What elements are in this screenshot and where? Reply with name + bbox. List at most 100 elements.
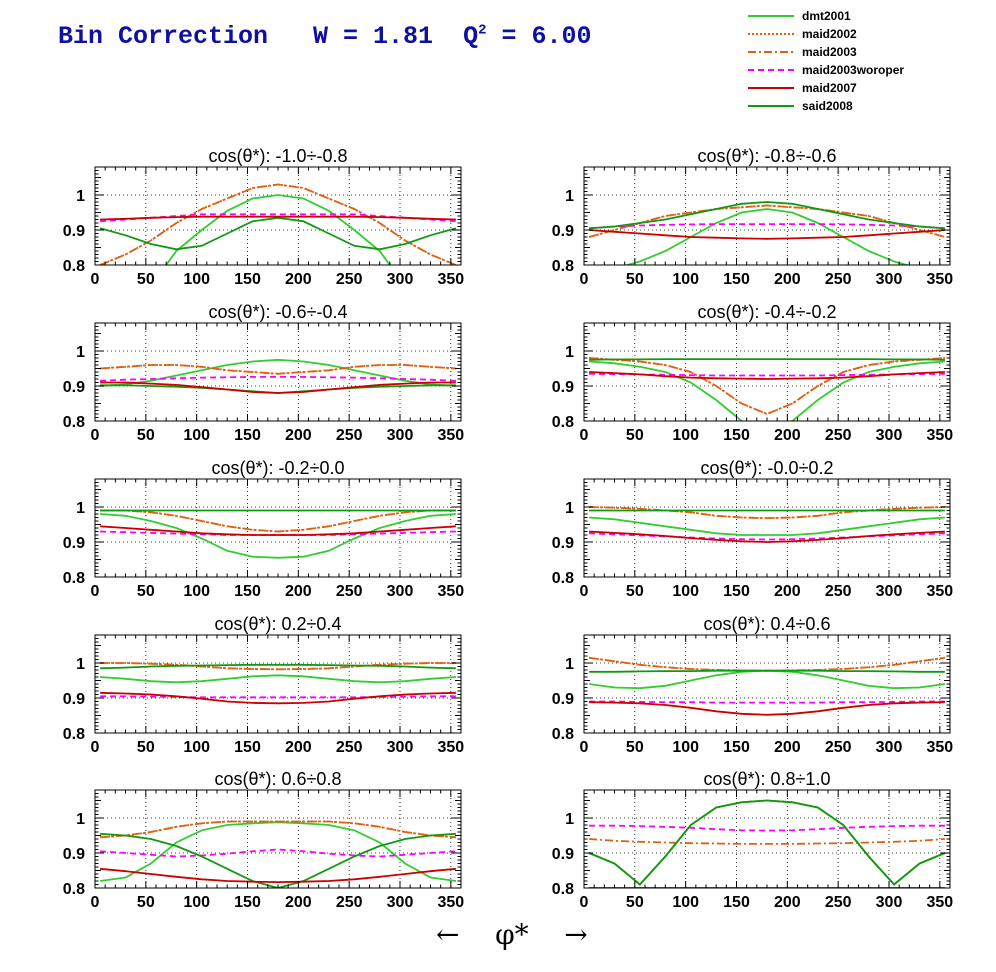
x-tick-label: 100 xyxy=(183,739,210,756)
x-tick-label: 200 xyxy=(774,583,801,600)
x-tick-label: 0 xyxy=(91,739,100,756)
x-tick-label: 150 xyxy=(723,583,750,600)
title-suffix: = 6.00 xyxy=(486,22,592,51)
series-line-maid2003 xyxy=(589,838,945,845)
legend-swatch-maid2003 xyxy=(748,51,794,53)
legend-swatch-said2008 xyxy=(748,105,794,107)
x-tick-label: 50 xyxy=(137,894,155,911)
series-line-maid2003woroper xyxy=(589,700,945,704)
x-tick-label: 250 xyxy=(825,427,852,444)
series-line-maid2003 xyxy=(100,509,456,533)
x-tick-label: 0 xyxy=(91,894,100,911)
x-tick-label: 200 xyxy=(285,271,312,288)
series-line-maid2002 xyxy=(99,183,457,265)
series-line-maid2007 xyxy=(100,381,456,394)
x-tick-label: 50 xyxy=(626,427,644,444)
series-line-maid2003 xyxy=(589,506,945,520)
legend-label: maid2007 xyxy=(802,81,857,95)
y-tick-label: 0.8 xyxy=(63,726,85,743)
panel-title: cos(θ*): -1.0÷-0.8 xyxy=(209,146,348,166)
y-tick-label: 1 xyxy=(76,656,85,673)
y-tick-label: 0.8 xyxy=(63,881,85,898)
x-tick-label: 0 xyxy=(91,583,100,600)
panel-title: cos(θ*): -0.6÷-0.4 xyxy=(209,302,348,322)
y-tick-label: 0.9 xyxy=(63,223,85,240)
y-tick-label: 1 xyxy=(76,500,85,517)
panel-title: cos(θ*): -0.0÷0.2 xyxy=(701,458,834,478)
panel-title: cos(θ*): 0.4÷0.6 xyxy=(704,614,831,634)
y-tick-label: 0.9 xyxy=(552,379,574,396)
series-line-maid2002 xyxy=(100,662,456,671)
series-line-said2008 xyxy=(99,216,457,251)
x-tick-label: 350 xyxy=(437,894,464,911)
title-superscript: 2 xyxy=(478,22,487,39)
x-tick-label: 350 xyxy=(926,583,953,600)
x-tick-label: 0 xyxy=(91,271,100,288)
panel-title: cos(θ*): -0.8÷-0.6 xyxy=(698,146,837,166)
series-line-dmt2001 xyxy=(100,674,456,684)
series-line-maid2003woroper xyxy=(100,695,456,699)
legend-entry-said2008: said2008 xyxy=(744,98,944,116)
panel-2: cos(θ*): -0.8÷-0.6 0 50 100 150 200 250 300 350 0… xyxy=(552,146,954,288)
y-tick-label: 0.9 xyxy=(63,379,85,396)
panel-title: cos(θ*): -0.4÷-0.2 xyxy=(698,302,837,322)
y-tick-label: 1 xyxy=(565,344,574,361)
x-tick-label: 250 xyxy=(825,894,852,911)
x-tick-label: 300 xyxy=(387,583,414,600)
x-tick-label: 350 xyxy=(926,739,953,756)
panel-title: cos(θ*): 0.2÷0.4 xyxy=(215,614,342,634)
series-line-said2008 xyxy=(588,799,946,886)
y-tick-label: 0.9 xyxy=(63,846,85,863)
y-tick-label: 1 xyxy=(565,188,574,205)
x-tick-label: 50 xyxy=(626,739,644,756)
x-tick-label: 250 xyxy=(336,583,363,600)
series-line-dmt2001 xyxy=(588,669,946,690)
x-tick-label: 150 xyxy=(234,739,261,756)
series-line-said2008 xyxy=(589,669,945,673)
x-tick-label: 250 xyxy=(336,739,363,756)
series-line-said2008 xyxy=(589,201,945,230)
series-line-maid2003 xyxy=(100,820,456,839)
x-tick-label: 150 xyxy=(723,739,750,756)
legend-swatch-maid2003woroper xyxy=(748,69,794,71)
legend-swatch-maid2007 xyxy=(748,87,794,89)
x-tick-label: 50 xyxy=(137,739,155,756)
x-tick-label: 250 xyxy=(825,271,852,288)
x-tick-label: 100 xyxy=(183,427,210,444)
x-tick-label: 200 xyxy=(285,427,312,444)
x-tick-label: 300 xyxy=(387,739,414,756)
series-line-maid2003 xyxy=(588,656,946,672)
x-tick-label: 50 xyxy=(626,271,644,288)
y-tick-label: 0.9 xyxy=(552,846,574,863)
x-tick-label: 200 xyxy=(285,739,312,756)
x-tick-label: 250 xyxy=(336,427,363,444)
x-tick-label: 0 xyxy=(580,894,589,911)
y-tick-label: 1 xyxy=(565,500,574,517)
x-tick-label: 350 xyxy=(926,894,953,911)
panel-1: cos(θ*): -1.0÷-0.8 0 50 100 150 200 250 300 350 0… xyxy=(63,146,465,288)
panel-9: cos(θ*): 0.6÷0.8 0 50 100 150 200 250 300 350 0.8… xyxy=(63,769,465,911)
legend-entry-maid2007: maid2007 xyxy=(744,80,944,98)
series-line-maid2007 xyxy=(589,229,945,240)
series-line-maid2003woroper xyxy=(589,223,945,230)
x-tick-label: 100 xyxy=(672,894,699,911)
series-line-maid2003 xyxy=(100,662,456,671)
panel-3: cos(θ*): -0.6÷-0.4 0 50 100 150 200 250 300 350 0… xyxy=(63,302,465,444)
series-line-maid2002 xyxy=(589,506,945,520)
x-tick-label: 150 xyxy=(234,894,261,911)
panel-title: cos(θ*): 0.6÷0.8 xyxy=(215,769,342,789)
x-tick-label: 100 xyxy=(672,739,699,756)
plot-frame xyxy=(94,634,462,734)
x-tick-label: 350 xyxy=(926,427,953,444)
panel-10: cos(θ*): 0.8÷1.0 0 50 100 150 200 250 300 350 0.8… xyxy=(552,769,954,911)
x-tick-label: 100 xyxy=(183,271,210,288)
y-tick-label: 0.9 xyxy=(552,535,574,552)
series-line-maid2002 xyxy=(588,656,946,672)
x-tick-label: 300 xyxy=(876,894,903,911)
legend-label: said2008 xyxy=(802,99,853,113)
x-tick-label: 350 xyxy=(437,583,464,600)
x-tick-label: 300 xyxy=(876,739,903,756)
series-line-maid2003 xyxy=(99,183,457,265)
series-line-dmt2001 xyxy=(589,360,945,421)
